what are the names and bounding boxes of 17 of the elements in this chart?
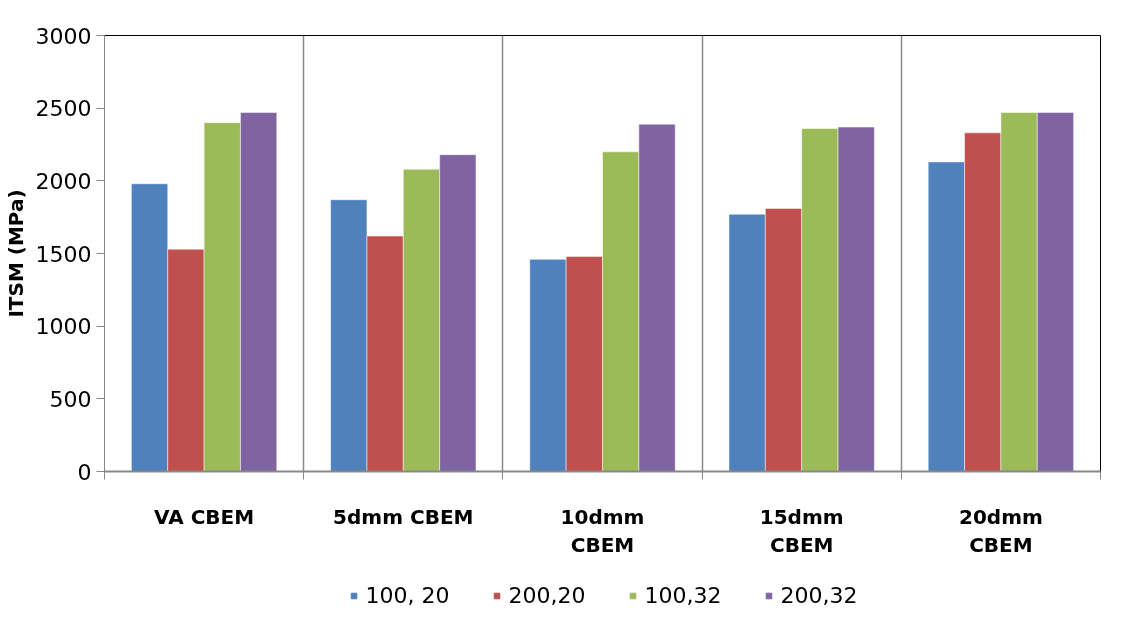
y-tick-label: 3000 <box>35 23 92 49</box>
x-tick-label: 20dmm CBEM <box>958 504 1043 558</box>
y-tick-label: 1500 <box>35 241 92 267</box>
x-tick-label: VA CBEM <box>154 504 255 529</box>
y-tick-label: 1000 <box>35 314 92 340</box>
y-tick-label: 500 <box>49 386 92 412</box>
y-tick-label: 2000 <box>35 168 92 194</box>
y-tick-label: 2500 <box>35 96 92 122</box>
x-tick-label: 10dmm CBEM <box>560 504 645 558</box>
legend-label: 100, 20 <box>365 582 450 608</box>
legend-label: 100,32 <box>644 582 722 608</box>
y-tick-label: 0 <box>77 459 92 485</box>
x-tick-label: 5dmm CBEM <box>333 504 474 529</box>
y-axis-title: ITSM (MPa) <box>3 189 28 318</box>
legend-label: 200,20 <box>508 582 586 608</box>
x-tick-label: 15dmm CBEM <box>759 504 844 558</box>
legend-label: 200,32 <box>780 582 858 608</box>
